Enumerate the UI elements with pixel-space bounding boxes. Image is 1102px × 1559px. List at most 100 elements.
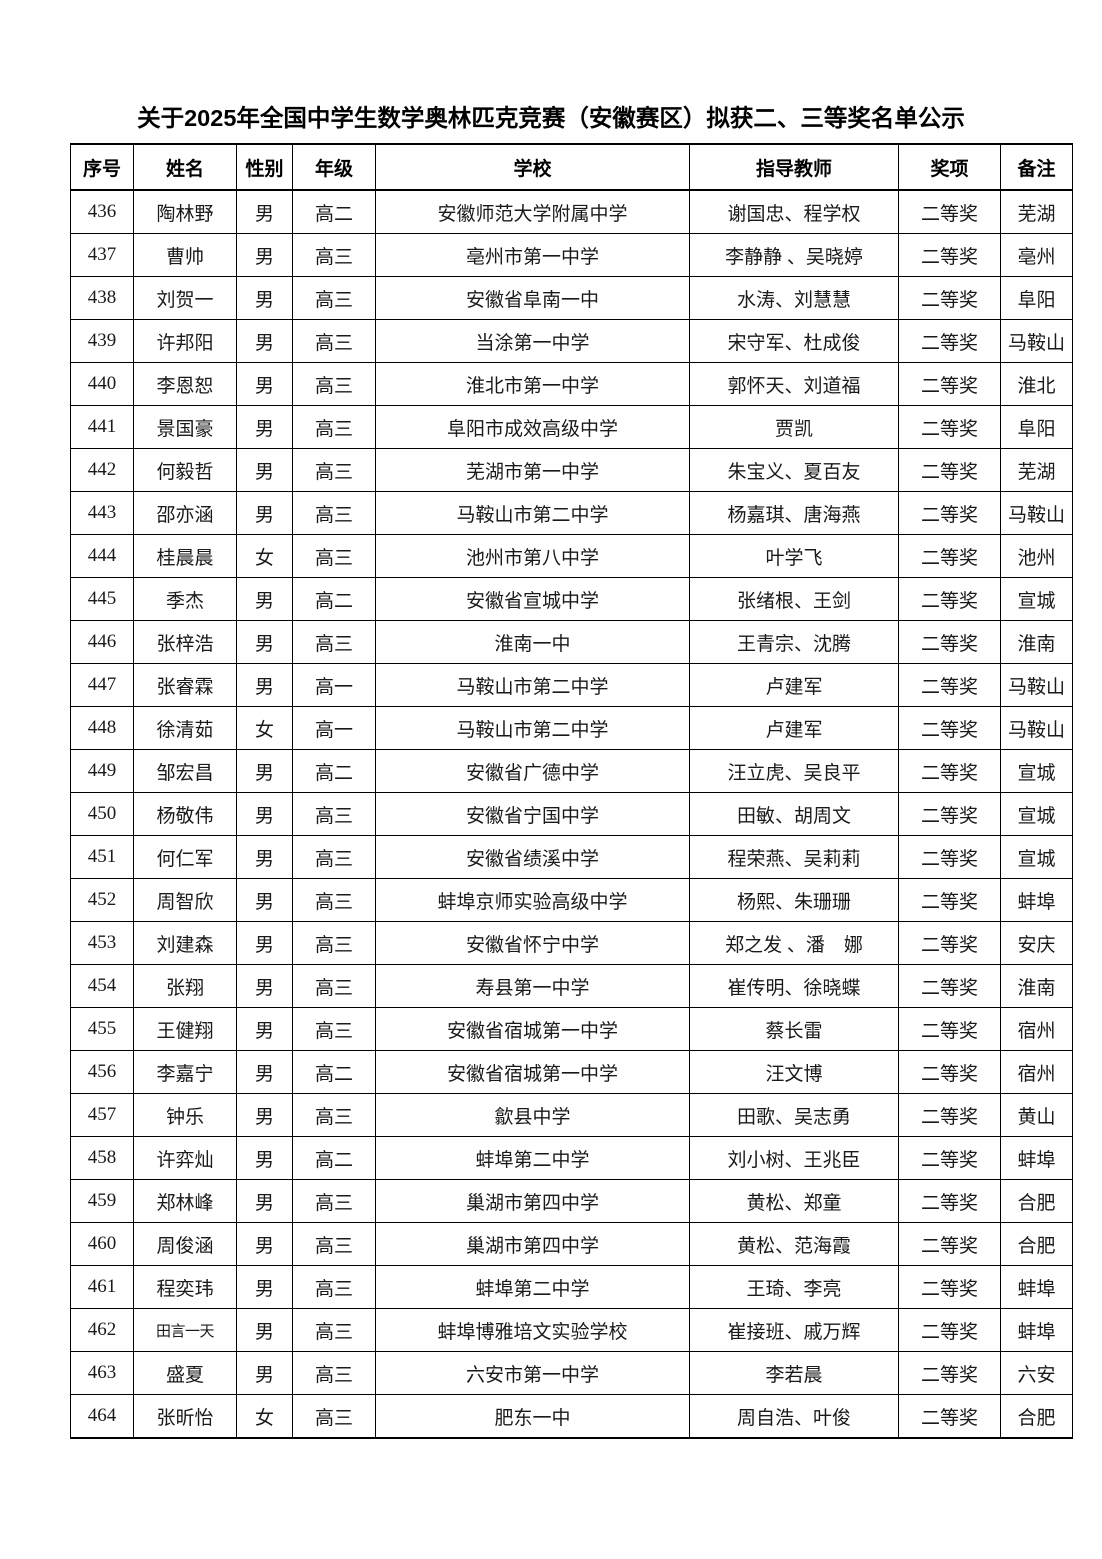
cell-sex: 男: [236, 448, 293, 492]
table-row: 450 杨敬伟男高三 安徽省宁国中学 田敏、胡周文 二等奖 宣城: [70, 792, 1073, 836]
cell-school: 安徽省阜南一中: [375, 276, 690, 320]
cell-grade: 高三: [292, 964, 376, 1008]
table-row: 449 邹宏昌男高二 安徽省广德中学 汪立虎、吴良平 二等奖 宣城: [70, 749, 1073, 793]
cell-note: 阜阳: [1000, 405, 1073, 449]
cell-seq: 449: [70, 749, 134, 793]
cell-note: 合肥: [1000, 1222, 1073, 1266]
cell-name: 桂晨晨: [133, 534, 237, 578]
cell-note: 六安: [1000, 1351, 1073, 1395]
cell-teacher: 卢建军: [689, 706, 899, 750]
cell-name: 王健翔: [133, 1007, 237, 1051]
cell-sex: 男: [236, 1136, 293, 1180]
cell-note: 芜湖: [1000, 448, 1073, 492]
cell-sex: 男: [236, 1351, 293, 1395]
cell-sex: 男: [236, 878, 293, 922]
cell-school: 安徽师范大学附属中学: [375, 189, 690, 234]
cell-award: 二等奖: [898, 1050, 1001, 1094]
cell-name: 邵亦涵: [133, 491, 237, 535]
cell-teacher: 宋守军、杜成俊: [689, 319, 899, 363]
table-row: 455 王健翔男高三 安徽省宿城第一中学 蔡长雷 二等奖 宿州: [70, 1007, 1073, 1051]
table-row: 458 许弈灿男高二 蚌埠第二中学 刘小树、王兆臣 二等奖 蚌埠: [70, 1136, 1073, 1180]
column-header-seq: 序号: [70, 143, 134, 191]
cell-note: 马鞍山: [1000, 706, 1073, 750]
cell-name: 许邦阳: [133, 319, 237, 363]
cell-seq: 454: [70, 964, 134, 1008]
cell-grade: 高二: [292, 749, 376, 793]
column-header-award: 奖项: [898, 143, 1001, 191]
cell-sex: 女: [236, 534, 293, 578]
cell-sex: 男: [236, 1093, 293, 1137]
cell-name: 张翔: [133, 964, 237, 1008]
table-row: 463 盛夏男高三 六安市第一中学 李若晨 二等奖 六安: [70, 1351, 1073, 1395]
table-row: 441 景国豪男高三 阜阳市成效高级中学 贾凯 二等奖 阜阳: [70, 405, 1073, 449]
cell-award: 二等奖: [898, 706, 1001, 750]
cell-note: 阜阳: [1000, 276, 1073, 320]
cell-school: 亳州市第一中学: [375, 233, 690, 277]
cell-school: 芜湖市第一中学: [375, 448, 690, 492]
cell-teacher: 汪立虎、吴良平: [689, 749, 899, 793]
cell-seq: 448: [70, 706, 134, 750]
cell-teacher: 汪文博: [689, 1050, 899, 1094]
cell-sex: 女: [236, 1394, 293, 1439]
cell-grade: 高二: [292, 577, 376, 621]
cell-note: 蚌埠: [1000, 1136, 1073, 1180]
cell-seq: 459: [70, 1179, 134, 1223]
cell-sex: 男: [236, 1179, 293, 1223]
cell-award: 二等奖: [898, 1007, 1001, 1051]
cell-seq: 436: [70, 189, 134, 234]
cell-teacher: 田歌、吴志勇: [689, 1093, 899, 1137]
cell-school: 阜阳市成效高级中学: [375, 405, 690, 449]
cell-teacher: 张绪根、王剑: [689, 577, 899, 621]
cell-award: 二等奖: [898, 1394, 1001, 1439]
page-title: 关于2025年全国中学生数学奥林匹克竞赛（安徽赛区）拟获二、三等奖名单公示: [137, 105, 965, 131]
cell-name: 曹帅: [133, 233, 237, 277]
cell-grade: 高三: [292, 620, 376, 664]
cell-grade: 高三: [292, 491, 376, 535]
column-header-grade: 年级: [292, 143, 376, 191]
cell-sex: 男: [236, 1222, 293, 1266]
cell-sex: 男: [236, 405, 293, 449]
column-header-note: 备注: [1000, 143, 1073, 191]
cell-award: 二等奖: [898, 491, 1001, 535]
cell-grade: 高三: [292, 1308, 376, 1352]
table-row: 438 刘贺一男高三 安徽省阜南一中 水涛、刘慧慧 二等奖 阜阳: [70, 276, 1073, 320]
column-header-teacher: 指导教师: [689, 143, 899, 191]
cell-school: 蚌埠博雅培文实验学校: [375, 1308, 690, 1352]
cell-seq: 453: [70, 921, 134, 965]
table-row: 442 何毅哲男高三 芜湖市第一中学 朱宝义、夏百友 二等奖 芜湖: [70, 448, 1073, 492]
cell-school: 安徽省宿城第一中学: [375, 1007, 690, 1051]
cell-teacher: 程荣燕、吴莉莉: [689, 835, 899, 879]
cell-grade: 高三: [292, 1351, 376, 1395]
cell-seq: 437: [70, 233, 134, 277]
cell-teacher: 黄松、郑童: [689, 1179, 899, 1223]
cell-note: 合肥: [1000, 1179, 1073, 1223]
cell-grade: 高三: [292, 276, 376, 320]
cell-sex: 男: [236, 276, 293, 320]
cell-note: 蚌埠: [1000, 1265, 1073, 1309]
cell-award: 二等奖: [898, 663, 1001, 707]
cell-grade: 高三: [292, 1394, 376, 1439]
cell-teacher: 郭怀天、刘道福: [689, 362, 899, 406]
cell-sex: 男: [236, 663, 293, 707]
cell-seq: 461: [70, 1265, 134, 1309]
cell-sex: 男: [236, 1050, 293, 1094]
cell-name: 李嘉宁: [133, 1050, 237, 1094]
roster-table-container: 序号 姓名 性别 年级 学校 指导教师 奖项 备注 436 陶林野男高二 安徽师范大…: [70, 143, 1073, 1439]
cell-school: 蚌埠京师实验高级中学: [375, 878, 690, 922]
table-row: 462 田言一天男高三 蚌埠博雅培文实验学校 崔接班、戚万辉 二等奖 蚌埠: [70, 1308, 1073, 1352]
cell-school: 安徽省宿城第一中学: [375, 1050, 690, 1094]
cell-seq: 440: [70, 362, 134, 406]
cell-grade: 高二: [292, 1050, 376, 1094]
cell-note: 黄山: [1000, 1093, 1073, 1137]
cell-teacher: 朱宝义、夏百友: [689, 448, 899, 492]
cell-note: 淮北: [1000, 362, 1073, 406]
cell-name: 何毅哲: [133, 448, 237, 492]
cell-sex: 女: [236, 706, 293, 750]
cell-sex: 男: [236, 1007, 293, 1051]
cell-note: 芜湖: [1000, 189, 1073, 234]
cell-sex: 男: [236, 362, 293, 406]
cell-grade: 高三: [292, 1007, 376, 1051]
cell-award: 二等奖: [898, 1308, 1001, 1352]
cell-school: 六安市第一中学: [375, 1351, 690, 1395]
